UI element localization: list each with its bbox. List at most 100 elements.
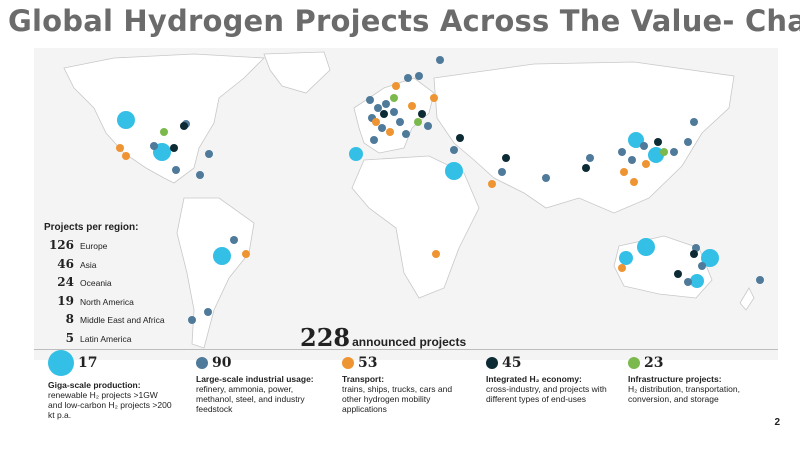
project-marker-industrial [415,72,423,80]
project-marker-giga [637,238,655,256]
project-marker-industrial [756,276,764,284]
project-marker-infrastructure [414,118,422,126]
project-marker-infrastructure [160,128,168,136]
category-title: Infrastructure projects: [628,374,758,384]
divider [34,349,778,350]
project-marker-transport [386,128,394,136]
north-america-landmass [64,54,264,183]
region-legend: Projects per region: 126 Europe 46 Asia … [44,222,204,349]
region-row-north-america: 19 North America [44,294,204,313]
project-marker-industrial [670,148,678,156]
category-count: 45 [502,358,521,368]
project-marker-transport [642,160,650,168]
category-header: 53 [342,352,466,374]
region-legend-title: Projects per region: [44,222,204,233]
region-name: Asia [80,260,97,270]
region-row-oceania: 24 Oceania [44,275,204,294]
region-name: Oceania [80,278,112,288]
project-marker-infrastructure [660,148,668,156]
project-marker-industrial [150,142,158,150]
category-title: Transport: [342,374,466,384]
project-marker-industrial [390,108,398,116]
project-marker-industrial [690,118,698,126]
project-marker-giga [445,162,463,180]
giga-scale-dot-icon [48,350,74,376]
project-marker-industrial [618,148,626,156]
project-marker-industrial [684,138,692,146]
infrastructure-dot-icon [628,357,640,369]
project-marker-transport [488,180,496,188]
project-marker-integrated [502,154,510,162]
project-marker-industrial [436,56,444,64]
project-marker-industrial [378,124,386,132]
project-marker-industrial [396,118,404,126]
project-marker-integrated [180,122,188,130]
category-header: 45 [486,352,610,374]
project-marker-integrated [456,134,464,142]
category-header: 17 [48,352,174,374]
greenland-landmass [264,52,330,93]
new-zealand-landmass [740,288,754,310]
project-marker-industrial [382,100,390,108]
region-count: 5 [44,331,74,345]
project-marker-integrated [418,110,426,118]
integrated-dot-icon [486,357,498,369]
region-count: 8 [44,312,74,326]
project-marker-integrated [674,270,682,278]
region-count: 46 [44,257,74,271]
project-marker-giga [349,147,363,161]
category-transport: 53 Transport: trains, ships, trucks, car… [342,352,466,414]
project-marker-giga [213,247,231,265]
category-integrated: 45 Integrated H₂ economy: cross-industry… [486,352,610,404]
region-row-latin-america: 5 Latin America [44,331,204,350]
category-description: H₂ distribution, transportation, convers… [628,384,758,404]
project-marker-transport [430,94,438,102]
total-projects-label: announced projects [352,335,466,349]
project-marker-industrial [374,104,382,112]
project-marker-transport [618,264,626,272]
project-marker-transport [408,102,416,110]
project-marker-transport [242,250,250,258]
region-count: 126 [44,238,74,252]
category-header: 90 [196,352,324,374]
category-count: 53 [358,358,377,368]
project-marker-industrial [498,168,506,176]
category-title: Large-scale industrial usage: [196,374,324,384]
project-marker-transport [630,178,638,186]
region-name: Middle East and Africa [80,315,165,325]
category-giga-scale: 17 Giga-scale production: renewable H₂ p… [48,352,174,420]
industrial-dot-icon [196,357,208,369]
transport-dot-icon [342,357,354,369]
category-count: 90 [212,358,231,368]
category-count: 17 [78,358,97,368]
project-marker-industrial [404,74,412,82]
project-marker-industrial [424,122,432,130]
project-marker-industrial [450,146,458,154]
project-marker-integrated [690,250,698,258]
project-marker-industrial [542,174,550,182]
region-row-asia: 46 Asia [44,257,204,276]
region-name: Latin America [80,334,132,344]
project-marker-industrial [230,236,238,244]
total-projects-number: 228 [300,323,350,352]
project-marker-industrial [204,308,212,316]
project-marker-integrated [654,138,662,146]
category-title: Integrated H₂ economy: [486,374,610,384]
project-marker-industrial [698,262,706,270]
project-marker-integrated [170,144,178,152]
project-marker-industrial [205,150,213,158]
category-count: 23 [644,358,663,368]
project-marker-industrial [402,130,410,138]
project-marker-transport [392,82,400,90]
region-count: 24 [44,275,74,289]
category-industrial: 90 Large-scale industrial usage: refiner… [196,352,324,414]
project-marker-transport [116,144,124,152]
project-marker-integrated [380,110,388,118]
project-marker-industrial [640,142,648,150]
project-marker-giga [619,251,633,265]
category-description: cross-industry, and projects with differ… [486,384,610,404]
category-description: renewable H₂ projects >1GW and low-carbo… [48,390,174,420]
project-marker-transport [620,168,628,176]
project-marker-transport [372,118,380,126]
region-name: North America [80,297,134,307]
